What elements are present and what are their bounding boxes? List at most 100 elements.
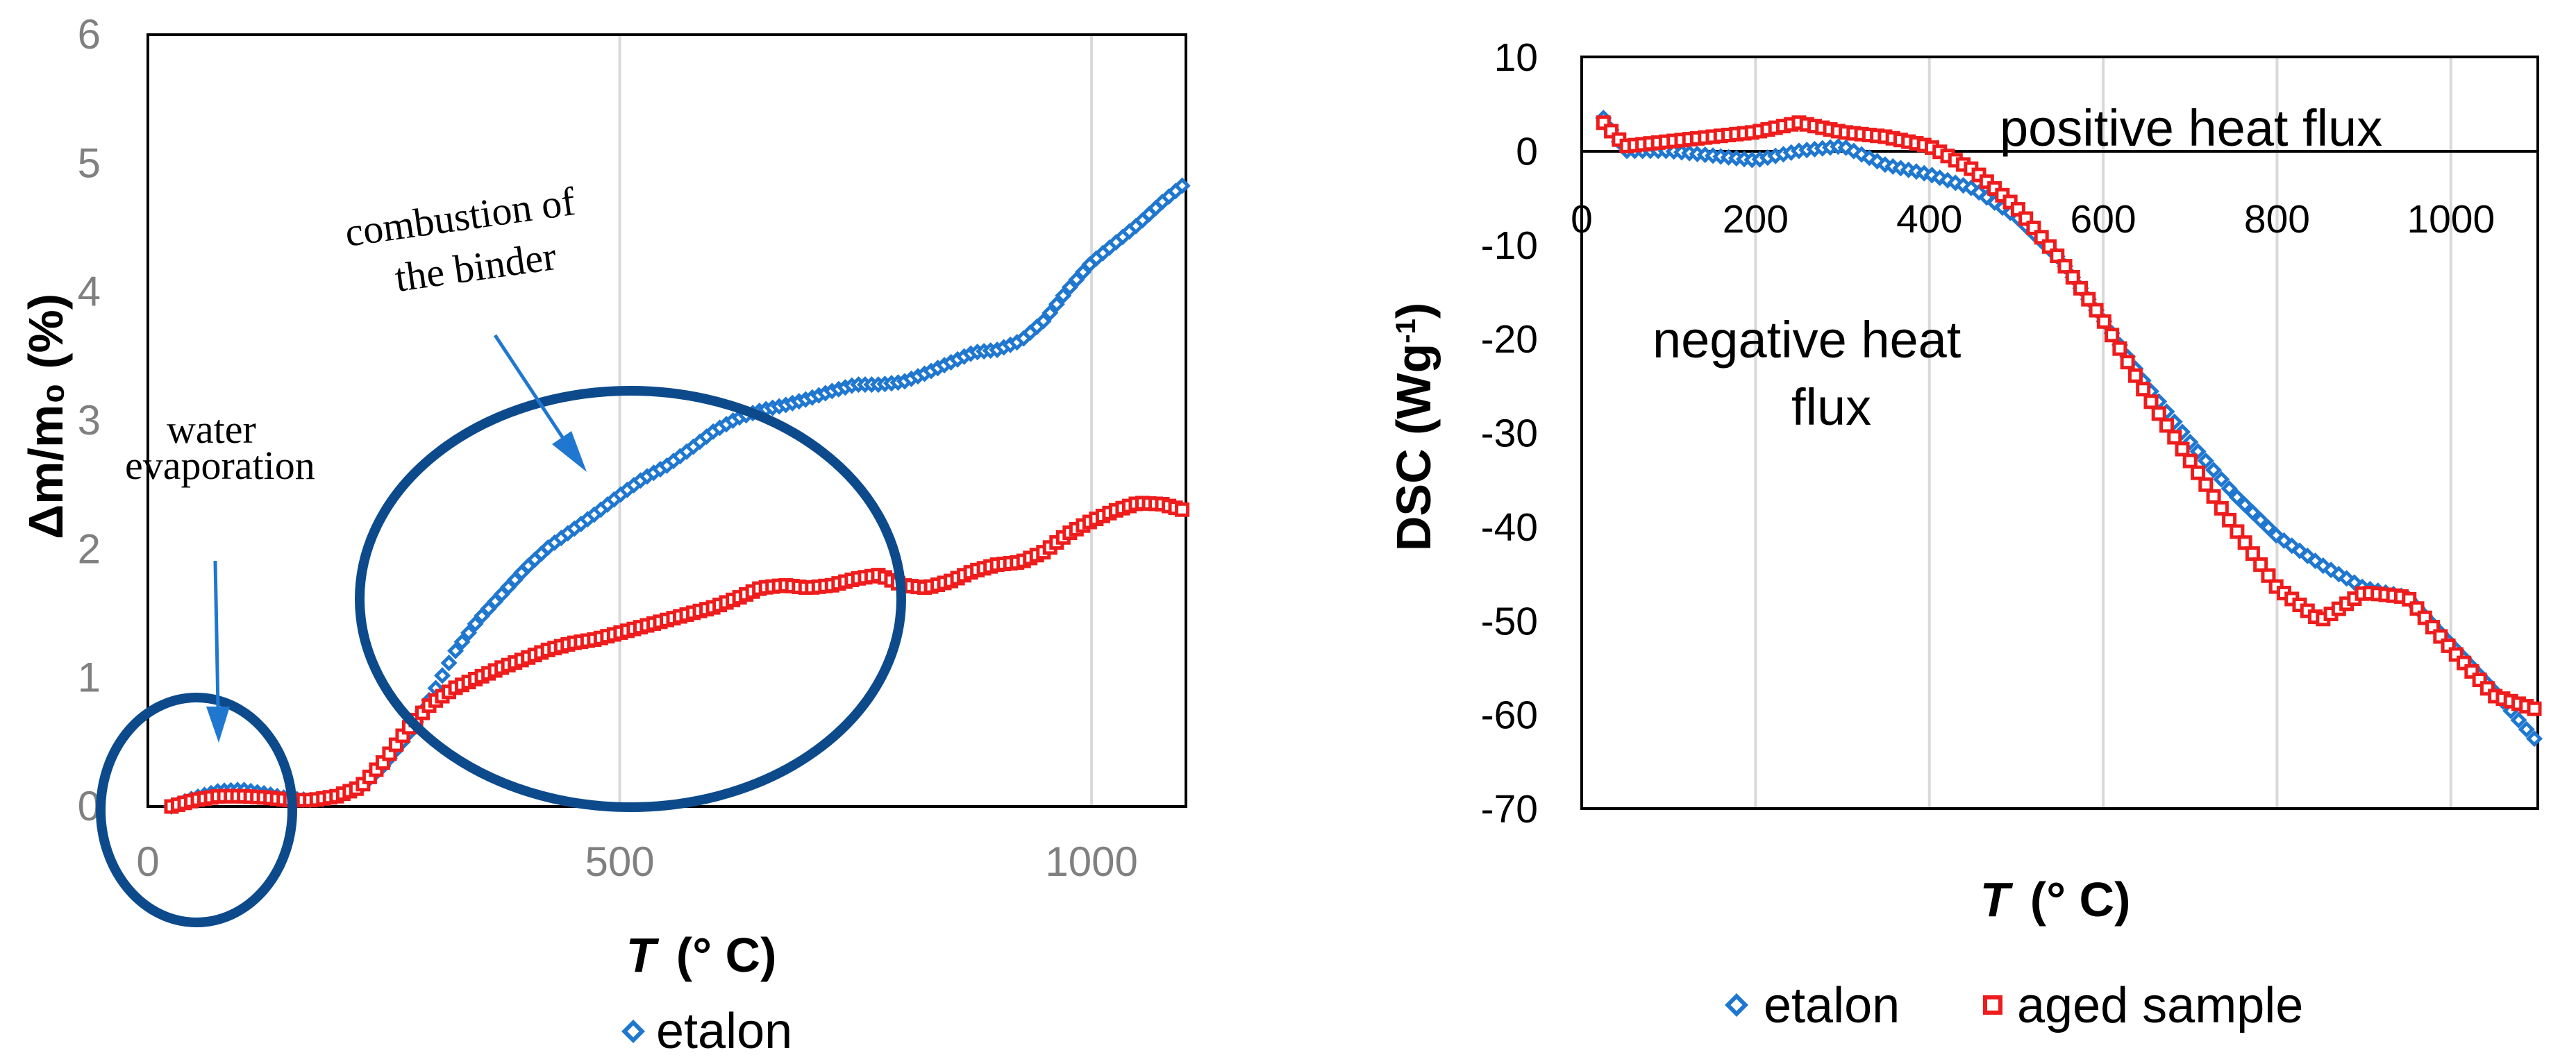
tga-x-axis-title: T (° C) [626,928,777,982]
x-tick-800: 800 [2244,197,2310,242]
aged-sample-point-781 [2253,557,2268,572]
annotation-evaporation: evaporation [125,443,315,488]
dsc-y-axis-title-end: ) [1387,303,1441,319]
aged-sample-point-655 [2143,394,2159,409]
y-tick-5: 5 [78,140,101,186]
etalon-point-326 [447,642,465,659]
aged-sample-point-790 [2261,568,2276,583]
dsc-y-axis-title: DSC (Wg-1) [1387,303,1441,551]
etalon-point-754 [2228,489,2245,506]
etalon-point-781 [2252,512,2269,529]
aged-sample-point-610 [2105,328,2120,343]
etalon-point-1096 [1173,177,1191,194]
aged-sample-point-673 [2159,418,2174,433]
annotation-flux: flux [1791,378,1871,436]
etalon-point-319 [440,655,458,672]
water-evaporation-circle [96,693,297,927]
x-tick-0: 0 [1571,197,1593,242]
dsc-series-aged-sample [1596,115,2542,716]
etalon-point-745 [2220,480,2238,498]
tga-x-axis-title-unit: (° C) [676,928,777,982]
aged-sample-point-754 [2230,524,2245,539]
tga-legend: etalon [621,1004,792,1059]
x-tick-0: 0 [136,838,159,885]
water-evaporation-arrow [213,560,220,709]
aged-sample-point-700 [2182,453,2198,468]
y-tick-10: 10 [1494,35,1538,80]
y-tick--50: -50 [1481,599,1538,643]
aged-sample-point-556 [2057,259,2073,274]
dsc-legend-etalon-marker [1725,993,1748,1017]
annotation-positive-heat-flux: positive heat flux [2000,99,2382,157]
y-tick--70: -70 [1481,787,1538,831]
aged-sample-point-718 [2198,477,2214,492]
binder-combustion-arrowhead [552,431,587,472]
dsc-y-axis-title-sup: -1 [1391,319,1421,344]
etalon-point-312 [434,667,451,684]
aged-sample-point-592 [2089,303,2104,318]
aged-sample-point-583 [2081,292,2096,307]
tga-y-axis-title: Δm/m₀ (%) [19,294,73,539]
aged-sample-point-772 [2245,546,2260,561]
aged-sample-point-1096 [2527,701,2542,716]
etalon-point-949 [1035,312,1052,330]
aged-sample-point-619 [2112,341,2127,356]
etalon-point-340 [460,624,478,641]
aged-sample-point-664 [2151,406,2166,421]
y-tick-1: 1 [78,655,101,701]
aged-sample-point-763 [2237,535,2252,550]
tga-legend-etalon-label: etalon [656,1004,792,1059]
etalon-point-763 [2236,496,2254,514]
etalon-point-333 [453,633,471,650]
dsc-legend: etalon aged sample [1725,978,2303,1033]
aged-sample-point-547 [2050,248,2065,264]
aged-sample-point-601 [2096,314,2111,329]
etalon-point-1096 [2525,730,2543,748]
x-tick-1000: 1000 [1045,838,1137,885]
aged-sample-point-1096 [1175,502,1190,517]
x-tick-1000: 1000 [2407,197,2495,242]
aged-sample-point-574 [2073,280,2089,296]
y-tick--20: -20 [1481,317,1538,362]
tga-gridlines [618,35,1094,807]
y-tick--60: -60 [1481,693,1538,738]
dsc-legend-aged-sample-label: aged sample [2017,978,2303,1033]
etalon-point-1087 [2518,720,2535,738]
etalon-point-736 [2213,471,2230,488]
etalon-point-956 [1042,304,1059,321]
y-tick-4: 4 [78,269,101,315]
tga-y-axis-title-text: Δm/m₀ (%) [19,294,73,539]
dsc-legend-etalon-label: etalon [1764,978,1900,1033]
aged-sample-point-628 [2120,355,2135,370]
x-tick-600: 600 [2071,197,2136,242]
etalon-point-727 [2205,462,2223,479]
aged-sample-point-637 [2127,368,2143,383]
etalon-point-1078 [2510,711,2527,729]
y-tick-2: 2 [78,525,101,572]
y-tick--10: -10 [1481,223,1538,268]
annotation-water: water [167,407,256,452]
aged-sample-point-691 [2175,441,2190,457]
tga-x-axis-title-var: T [626,928,660,982]
dsc-x-axis-title-var: T [1980,872,2014,927]
dsc-y-tick-labels: 10 0 -10 -20 -30 -40 -50 -60 -70 [1481,35,1538,831]
etalon-point-718 [2197,452,2214,469]
x-tick-500: 500 [585,838,654,885]
dsc-chart: 10 0 -10 -20 -30 -40 -50 -60 -70 0 200 400 600 800 10… [1387,35,2543,1033]
etalon-point-772 [2244,504,2261,521]
tga-series-etalon [162,177,1191,816]
binder-combustion-circle [355,386,906,812]
dsc-x-tick-labels: 0 200 400 600 800 1000 [1571,197,2495,242]
aged-sample-point-727 [2206,489,2221,504]
etalon-point-790 [2259,519,2277,537]
aged-sample-point-646 [2136,382,2151,397]
aged-sample-point-736 [2214,500,2229,516]
aged-sample-point-745 [2222,512,2237,527]
dsc-y-axis-title-text: DSC (Wg [1387,344,1441,551]
dsc-gridlines [1754,57,2452,809]
y-tick--40: -40 [1481,505,1538,550]
tga-plot-frame [147,33,1187,808]
